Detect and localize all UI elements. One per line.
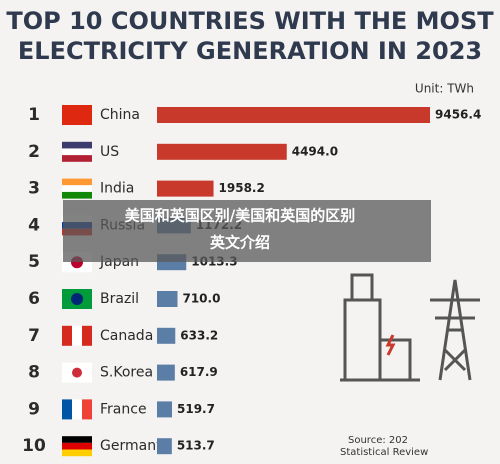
bar bbox=[157, 438, 172, 455]
flag bbox=[62, 155, 92, 162]
rank-label: 3 bbox=[28, 179, 40, 199]
overlay-text: 美国和英国区别/美国和英国的区别 bbox=[125, 207, 355, 225]
source-label: Statistical Review bbox=[340, 447, 428, 458]
flag bbox=[62, 148, 92, 156]
flag bbox=[71, 293, 83, 305]
value-label: 710.0 bbox=[182, 292, 220, 306]
rank-label: 5 bbox=[28, 252, 40, 272]
value-label: 519.7 bbox=[177, 402, 215, 416]
country-label: S.Korea bbox=[100, 365, 153, 381]
bar bbox=[157, 180, 214, 197]
rank-label: 10 bbox=[22, 436, 46, 456]
bar bbox=[157, 107, 430, 123]
flag bbox=[82, 325, 92, 346]
rank-label: 6 bbox=[28, 289, 40, 309]
value-label: 617.9 bbox=[180, 365, 218, 379]
value-label: 9456.4 bbox=[435, 108, 481, 122]
rank-label: 8 bbox=[28, 363, 40, 383]
flag bbox=[62, 191, 92, 199]
flag bbox=[72, 325, 82, 346]
bar bbox=[157, 401, 173, 418]
chart-title: TOP 10 COUNTRIES WITH THE MOST bbox=[6, 7, 494, 35]
rank-label: 7 bbox=[28, 326, 40, 346]
bar bbox=[157, 327, 176, 344]
flag bbox=[62, 325, 72, 346]
flag bbox=[62, 105, 92, 125]
rank-label: 1 bbox=[28, 105, 40, 125]
rank-label: 2 bbox=[28, 142, 40, 162]
source-label: Source: 202 bbox=[348, 435, 408, 446]
rank-label: 4 bbox=[28, 215, 40, 235]
flag bbox=[62, 141, 92, 149]
overlay-banner bbox=[63, 200, 431, 262]
flag bbox=[62, 442, 92, 450]
value-label: 4494.0 bbox=[292, 144, 338, 158]
unit-label: Unit: TWh bbox=[415, 82, 474, 96]
value-label: 633.2 bbox=[180, 328, 218, 342]
flag bbox=[72, 399, 82, 420]
flag bbox=[62, 436, 92, 443]
country-label: Canada bbox=[100, 328, 153, 344]
bar bbox=[157, 364, 175, 381]
country-label: India bbox=[100, 181, 134, 197]
bar bbox=[157, 143, 287, 160]
country-label: Brazil bbox=[100, 291, 139, 307]
rank-label: 9 bbox=[28, 399, 40, 419]
country-label: France bbox=[100, 401, 147, 417]
bar bbox=[157, 291, 178, 307]
country-label: Germany bbox=[100, 438, 164, 454]
flag bbox=[62, 399, 72, 420]
flag bbox=[62, 185, 92, 192]
flag bbox=[62, 449, 92, 457]
value-label: 1958.2 bbox=[219, 181, 265, 195]
flag bbox=[62, 178, 92, 186]
country-label: China bbox=[100, 107, 140, 123]
industry-icon bbox=[340, 273, 480, 382]
chart-subtitle: ELECTRICITY GENERATION IN 2023 bbox=[18, 37, 482, 65]
flag bbox=[72, 367, 82, 378]
country-label: US bbox=[100, 144, 119, 160]
value-label: 513.7 bbox=[177, 439, 215, 453]
flag bbox=[82, 399, 92, 420]
overlay-text: 英文介绍 bbox=[210, 234, 270, 252]
